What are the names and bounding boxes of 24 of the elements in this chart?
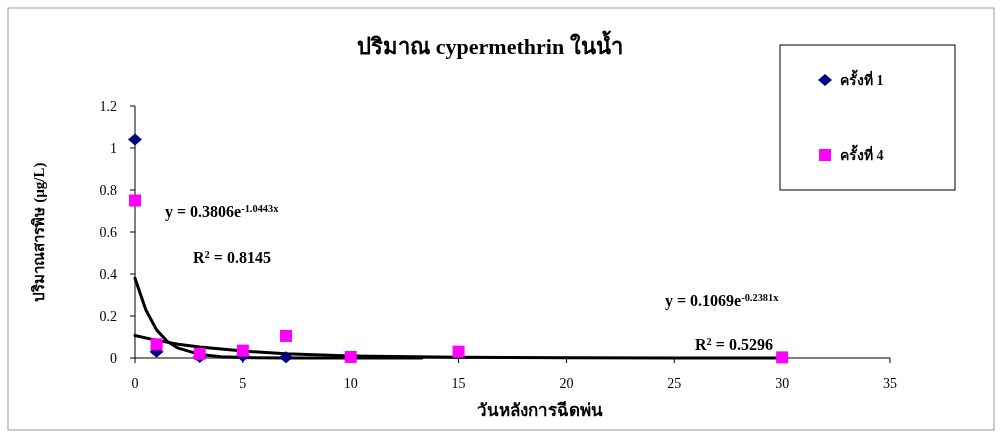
legend-label: ครั้งที่ 4 bbox=[840, 144, 884, 163]
legend-label: ครั้งที่ 1 bbox=[840, 69, 884, 88]
x-tick-label: 0 bbox=[131, 376, 139, 391]
y-tick-label: 1.2 bbox=[99, 99, 117, 114]
x-tick-label: 35 bbox=[883, 376, 897, 391]
y-tick-label: 1 bbox=[110, 141, 117, 156]
x-tick-label: 10 bbox=[343, 376, 358, 391]
x-axis-title: วันหลังการฉีดพ่น bbox=[477, 400, 603, 420]
x-tick-label: 25 bbox=[667, 376, 682, 391]
y-tick-label: 0.4 bbox=[99, 267, 117, 282]
y-tick-label: 0.6 bbox=[99, 225, 117, 240]
y-tick-label: 0 bbox=[110, 351, 117, 366]
annotation: y = 0.1069e$^{-0.2381x}$ bbox=[665, 291, 780, 310]
x-tick-label: 30 bbox=[775, 376, 790, 391]
x-tick-label: 5 bbox=[239, 376, 247, 391]
y-tick-label: 0.2 bbox=[99, 309, 117, 324]
y-axis-title: ปริมาณสารพิษ (µg/L) bbox=[30, 162, 48, 302]
annotation: R$^{2}$ = 0.5296 bbox=[695, 335, 773, 353]
annotation: R$^{2}$ = 0.8145 bbox=[193, 248, 271, 266]
annotation: y = 0.3806e$^{-1.0443x}$ bbox=[165, 202, 280, 221]
x-tick-label: 15 bbox=[451, 376, 466, 391]
chart-title: ปริมาณ cypermethrin ในน้ำ bbox=[357, 30, 623, 59]
y-tick-label: 0.8 bbox=[99, 183, 117, 198]
x-tick-label: 20 bbox=[559, 376, 574, 391]
